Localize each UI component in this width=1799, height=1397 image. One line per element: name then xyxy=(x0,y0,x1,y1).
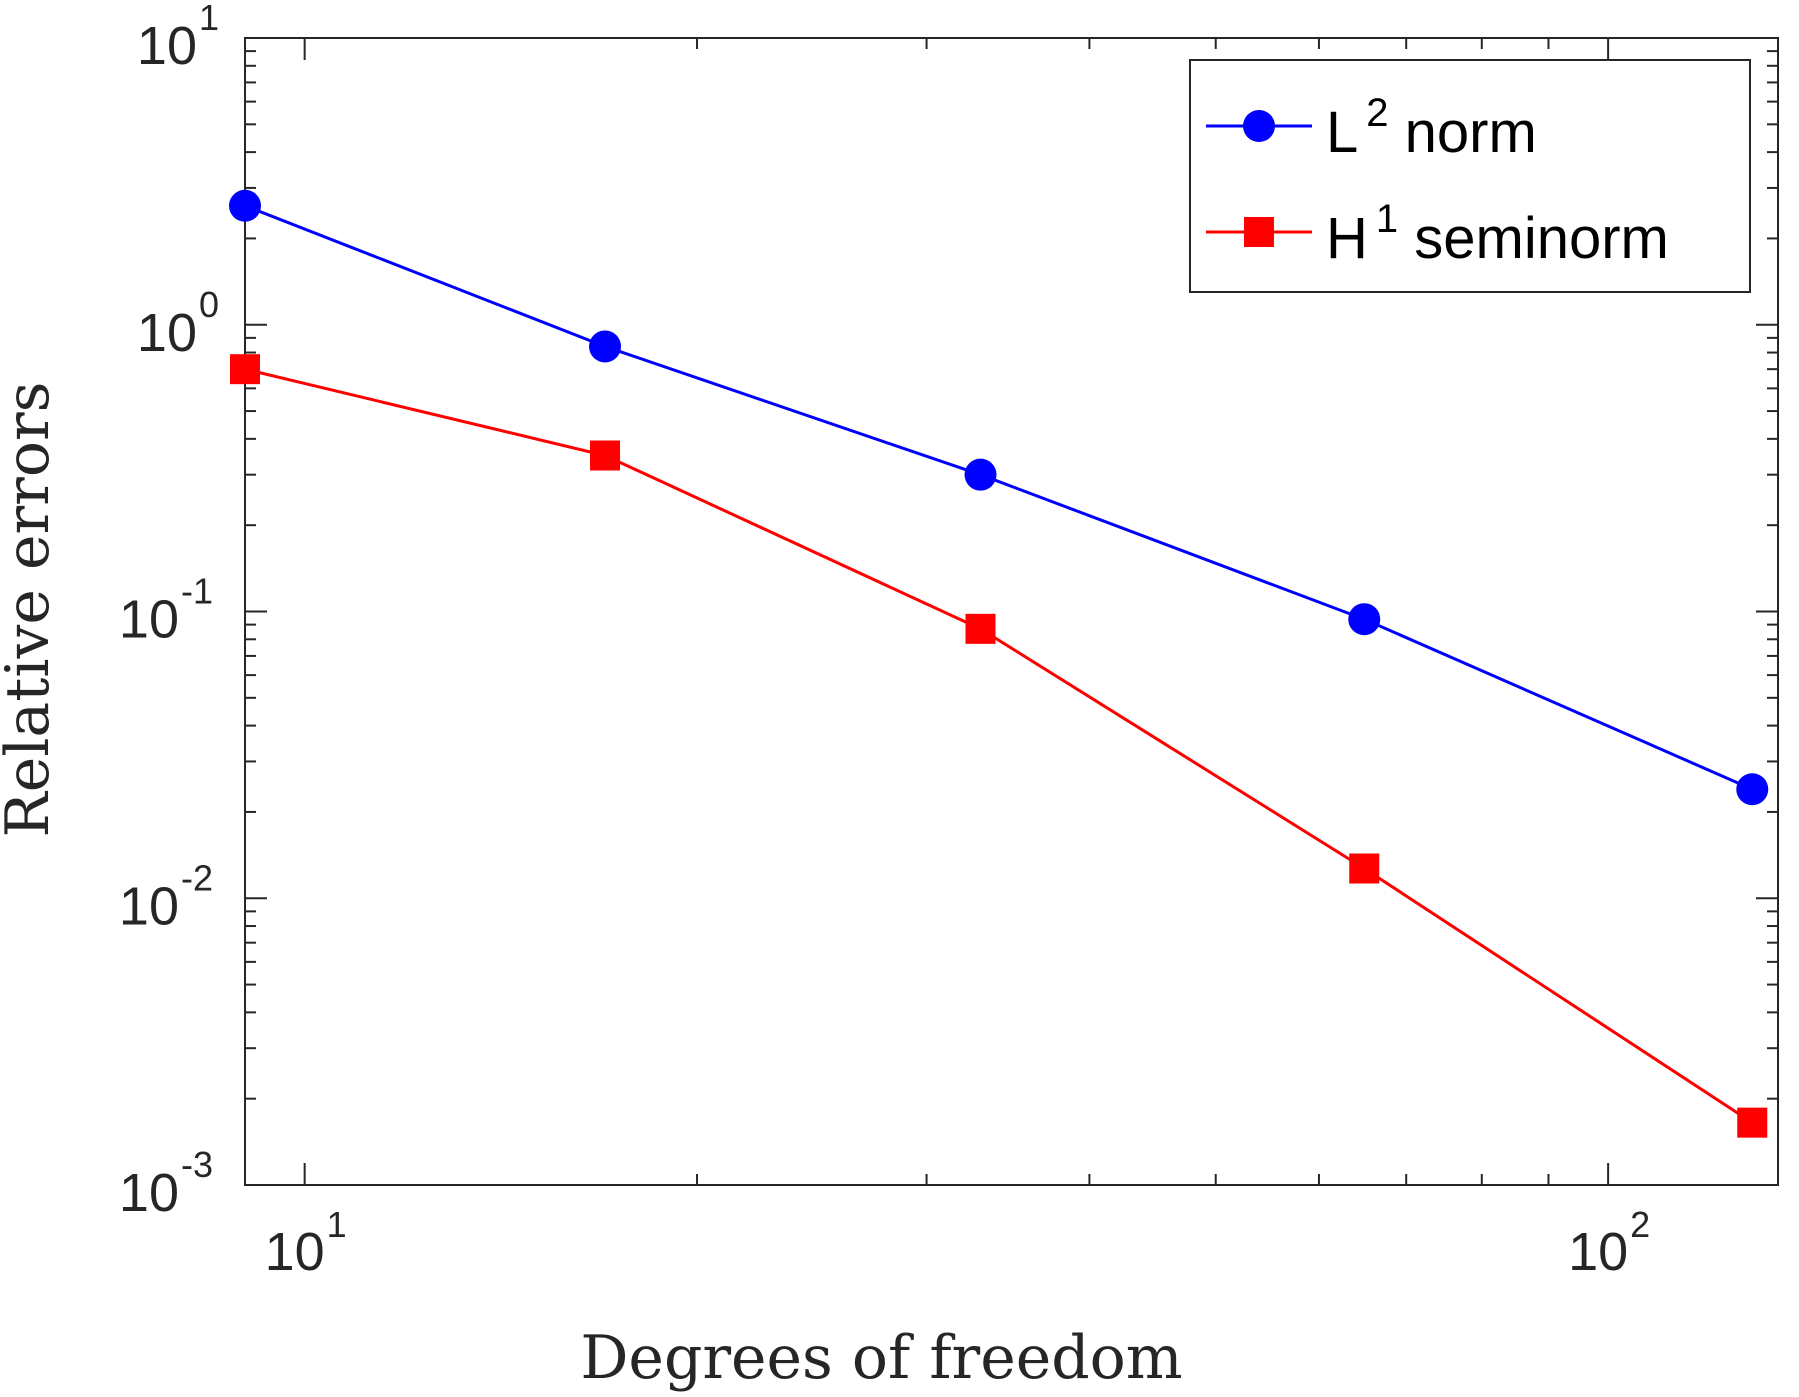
x-tick-base: 10 xyxy=(265,1222,325,1282)
y-tick-exponent: 1 xyxy=(199,0,219,38)
x-tick-base: 10 xyxy=(1568,1222,1628,1282)
x-tick-label: 10 xyxy=(1568,1222,1628,1282)
data-point-circle xyxy=(589,330,622,363)
legend-label-rest: seminorm xyxy=(1398,206,1669,271)
legend-label-base: L xyxy=(1326,100,1358,165)
y-tick-label: 10 xyxy=(137,16,197,76)
series-l2-norm xyxy=(229,189,1769,806)
data-point-circle xyxy=(1736,773,1769,806)
y-tick-exponent: -2 xyxy=(181,857,213,898)
data-point-square xyxy=(965,613,996,644)
x-axis-title: Degrees of freedom xyxy=(580,1323,1182,1393)
data-point-square xyxy=(590,440,621,471)
y-tick-exponent: 0 xyxy=(199,284,219,325)
legend-label-superscript: 1 xyxy=(1376,197,1398,241)
legend-label-rest: norm xyxy=(1389,100,1537,165)
legend-label-base: H xyxy=(1326,206,1368,271)
data-point-square xyxy=(1737,1107,1768,1138)
y-tick-exponent: -3 xyxy=(181,1144,213,1185)
x-tick-label: 10 xyxy=(265,1222,325,1282)
y-axis-title: Relative errors xyxy=(0,382,63,838)
legend-marker-circle xyxy=(1243,110,1275,142)
legend-label-superscript: 2 xyxy=(1366,91,1388,135)
y-tick-label: 10 xyxy=(119,1163,179,1223)
y-tick-label: 10 xyxy=(119,876,179,936)
legend-box xyxy=(1189,59,1751,293)
data-point-circle xyxy=(229,189,261,222)
series-h1-seminorm xyxy=(230,354,1768,1138)
data-point-square xyxy=(230,354,260,385)
x-tick-exponent: 1 xyxy=(327,1204,347,1245)
legend-marker-square xyxy=(1244,217,1274,247)
y-tick-label: 10 xyxy=(137,303,197,363)
y-tick-label: 10 xyxy=(119,590,179,650)
x-tick-exponent: 2 xyxy=(1630,1204,1650,1245)
data-point-circle xyxy=(1348,603,1381,636)
data-point-circle xyxy=(964,458,997,491)
plot-series xyxy=(229,189,1769,1138)
y-tick-exponent: -1 xyxy=(181,571,213,612)
data-point-square xyxy=(1349,853,1380,884)
